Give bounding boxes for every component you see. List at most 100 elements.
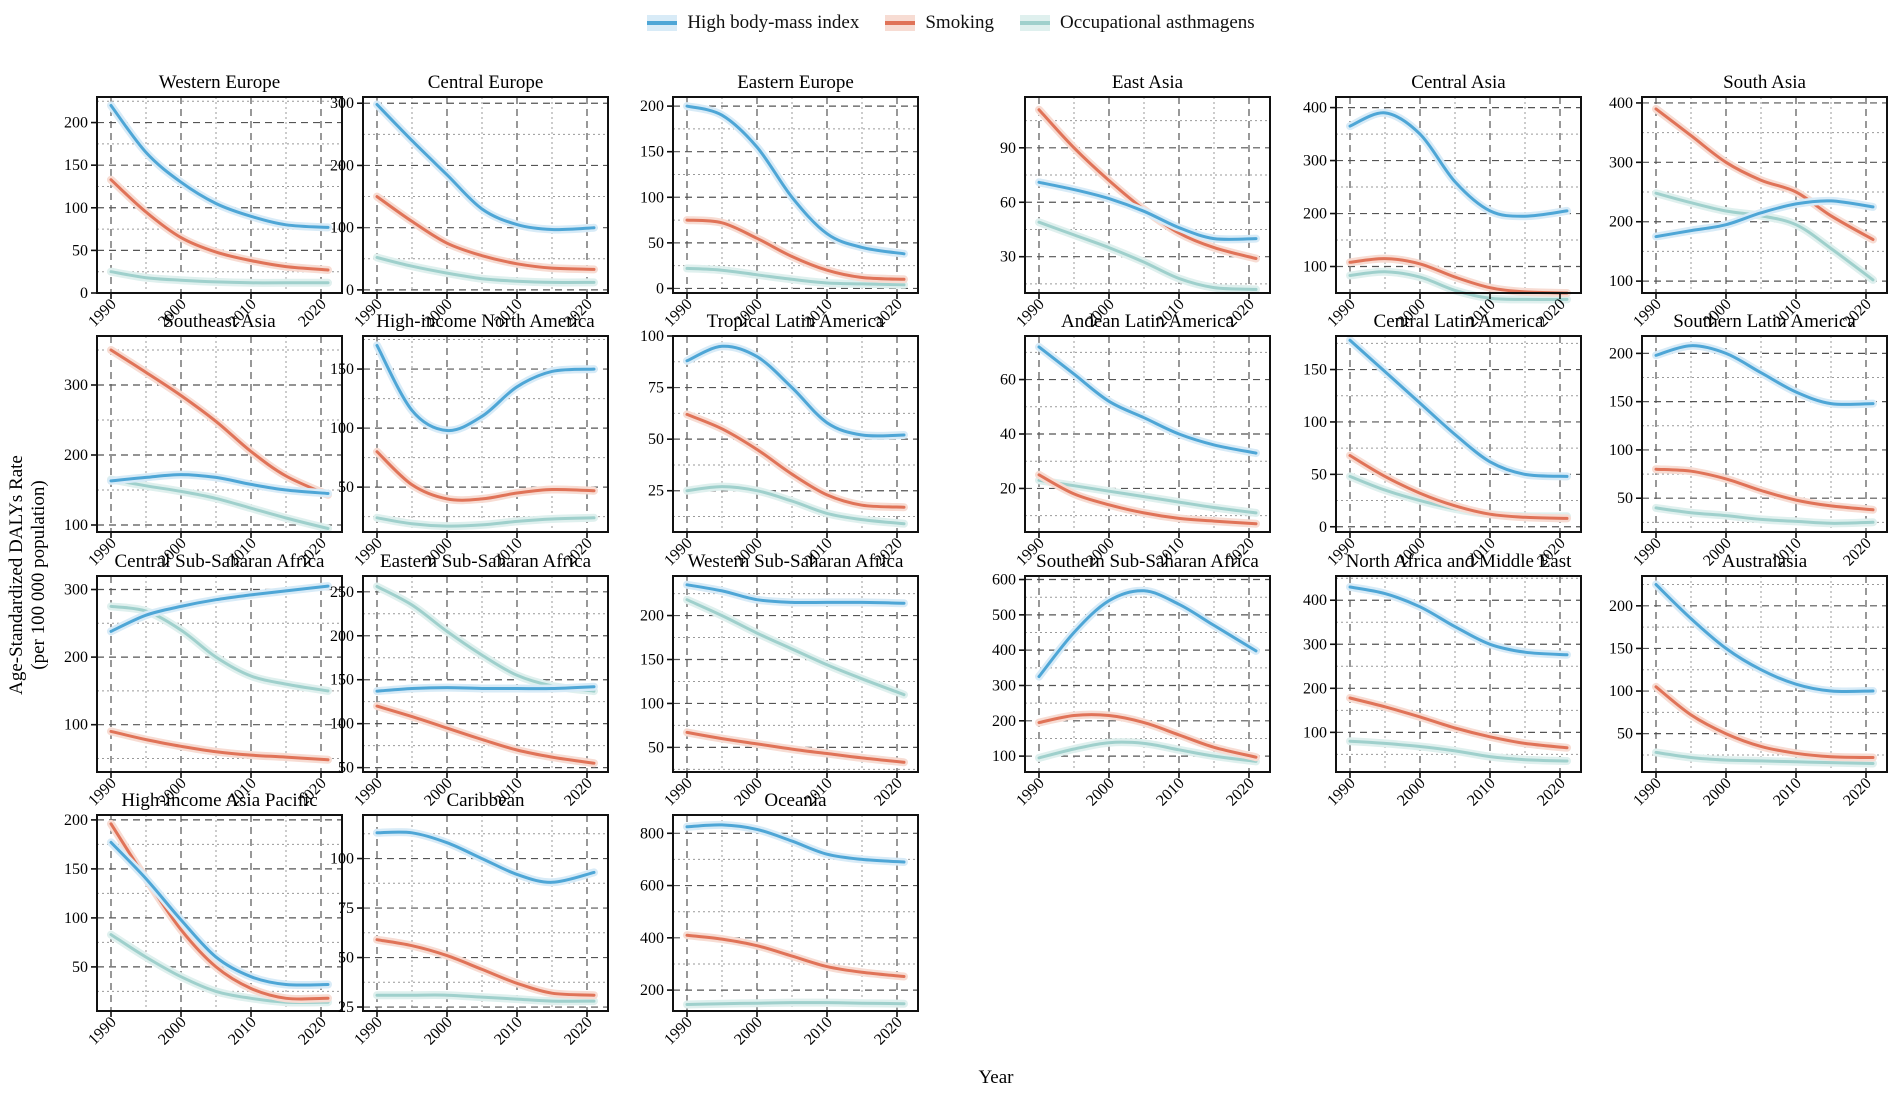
legend-item-bmi: High body-mass index xyxy=(647,12,859,34)
y-tick-label: 400 xyxy=(640,930,664,947)
series-line-smoking xyxy=(1037,713,1258,759)
y-tick-label: 100 xyxy=(64,200,88,217)
x-tick-label: 1990 xyxy=(1324,775,1359,810)
series-line-high-body-mass-index xyxy=(1348,338,1569,478)
series-band-high-body-mass-index xyxy=(683,102,908,258)
panel-title-southern-sub-saharan-africa: Southern Sub-Saharan Africa xyxy=(1036,551,1259,572)
series-band-high-body-mass-index xyxy=(373,341,598,435)
series-band-smoking xyxy=(107,727,332,764)
panel-high-income-asia-pacific: High-income Asia Pacific 50 100 150 200 1990 2… xyxy=(64,790,343,1049)
series-band-high-body-mass-index xyxy=(1346,108,1571,221)
panel-frame xyxy=(1335,575,1582,773)
y-tick-label: 400 xyxy=(1303,100,1327,117)
series-line-smoking xyxy=(109,178,330,272)
y-tick-label: 50 xyxy=(338,950,354,967)
series-line-smoking xyxy=(685,933,906,978)
series-line-high-body-mass-index xyxy=(685,583,906,605)
y-tick-label: 400 xyxy=(1609,95,1633,112)
y-tick-label: 200 xyxy=(640,608,664,625)
x-tick-label: 1990 xyxy=(1630,535,1665,570)
x-axis-title: Year xyxy=(978,1067,1014,1088)
y-tick-label: 100 xyxy=(64,910,88,927)
panel-frame xyxy=(362,96,609,294)
y-tick-label: 100 xyxy=(1609,442,1633,459)
series-band-smoking xyxy=(1652,465,1877,514)
panel-frame xyxy=(362,575,609,773)
series-line-occupational-asthmagens xyxy=(685,266,906,287)
series-line-smoking xyxy=(1348,257,1569,295)
series-line-occupational-asthmagens xyxy=(1037,220,1258,291)
y-tick-label: 100 xyxy=(64,717,88,734)
y-tick-label: 100 xyxy=(330,220,354,237)
x-tick-label: 1990 xyxy=(1013,775,1048,810)
x-tick-label: 2020 xyxy=(561,775,596,810)
y-tick-label: 200 xyxy=(1303,206,1327,223)
panel-title-high-income-north-america: High-income North America xyxy=(376,311,595,332)
y-tick-label: 50 xyxy=(72,242,88,259)
y-tick-label: 150 xyxy=(330,361,354,378)
series-line-high-body-mass-index xyxy=(1348,585,1569,657)
series-line-high-body-mass-index xyxy=(375,830,596,884)
y-tick-label: 20 xyxy=(1000,480,1016,497)
series-line-smoking xyxy=(375,704,596,765)
panel-caribbean: Caribbean 25 50 75 100 1990 2000 2010 2020 xyxy=(330,790,609,1049)
x-tick-label: 2010 xyxy=(1770,775,1805,810)
y-tick-label: 150 xyxy=(64,861,88,878)
panel-frame xyxy=(96,335,343,533)
panel-title-australasia: Australasia xyxy=(1722,551,1808,572)
x-tick-label: 1990 xyxy=(85,1014,120,1049)
series-line-occupational-asthmagens xyxy=(375,585,596,693)
panel-eastern-sub-saharan-africa: Eastern Sub-Saharan Africa 50 100 150 200 250… xyxy=(330,551,609,810)
x-tick-label: 2020 xyxy=(561,1014,596,1049)
series-line-smoking xyxy=(685,412,906,509)
y-tick-label: 150 xyxy=(330,672,354,689)
series-line-high-body-mass-index xyxy=(685,823,906,864)
series-line-high-body-mass-index xyxy=(109,584,330,633)
x-tick-label: 2020 xyxy=(1534,775,1569,810)
series-band-high-body-mass-index xyxy=(1035,342,1260,458)
y-tick-label: 75 xyxy=(338,900,354,917)
x-tick-label: 1990 xyxy=(1630,296,1665,331)
y-tick-label: 200 xyxy=(1303,680,1327,697)
x-tick-label: 2000 xyxy=(731,1014,766,1049)
series-band-occupational-asthmagens xyxy=(1035,218,1260,294)
x-tick-label: 2020 xyxy=(295,1014,330,1049)
x-tick-label: 2020 xyxy=(295,296,330,331)
legend-item-asthmagens: Occupational asthmagens xyxy=(1019,12,1255,34)
x-tick-label: 2000 xyxy=(1700,775,1735,810)
series-line-smoking xyxy=(109,348,330,497)
panel-frame xyxy=(1641,335,1888,533)
y-tick-label: 0 xyxy=(656,280,664,297)
x-tick-label: 2000 xyxy=(1083,775,1118,810)
series-line-occupational-asthmagens xyxy=(1348,739,1569,763)
y-tick-label: 600 xyxy=(640,878,664,895)
y-tick-label: 100 xyxy=(1303,414,1327,431)
x-tick-label: 1990 xyxy=(1324,296,1359,331)
panel-title-central-latin-america: Central Latin America xyxy=(1374,311,1544,332)
y-tick-label: 25 xyxy=(338,999,354,1016)
series-line-occupational-asthmagens xyxy=(375,256,596,284)
x-tick-label: 2020 xyxy=(871,775,906,810)
x-tick-label: 1990 xyxy=(1630,775,1665,810)
x-tick-label: 2010 xyxy=(491,1014,526,1049)
y-tick-label: 800 xyxy=(640,825,664,842)
panel-title-andean-latin-america: Andean Latin America xyxy=(1061,311,1235,332)
series-line-high-body-mass-index xyxy=(1654,199,1875,239)
series-line-high-body-mass-index xyxy=(109,840,330,987)
series-line-high-body-mass-index xyxy=(1037,589,1258,679)
y-tick-label: 100 xyxy=(640,328,664,345)
y-tick-label: 200 xyxy=(64,115,88,132)
y-tick-label: 100 xyxy=(640,695,664,712)
series-line-occupational-asthmagens xyxy=(109,478,330,530)
legend-key-bmi xyxy=(647,15,678,31)
y-tick-label: 600 xyxy=(992,572,1016,589)
series-line-high-body-mass-index xyxy=(1654,344,1875,406)
series-line-smoking xyxy=(685,730,906,764)
panel-title-western-europe: Western Europe xyxy=(159,72,280,93)
legend-label-bmi: High body-mass index xyxy=(687,12,860,33)
series-band-smoking xyxy=(107,819,332,1004)
